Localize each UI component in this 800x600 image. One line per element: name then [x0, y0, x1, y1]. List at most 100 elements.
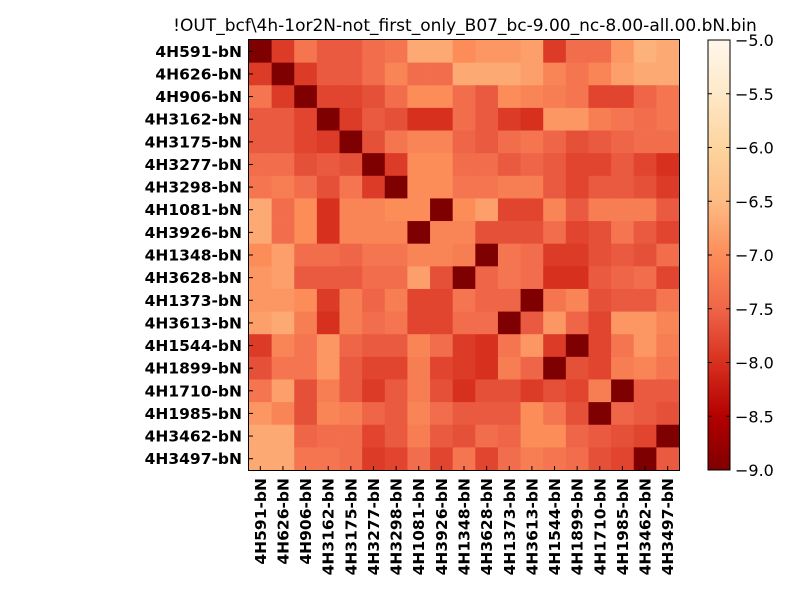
- heatmap-cell: [588, 62, 612, 86]
- heatmap-cell: [520, 62, 544, 86]
- heatmap-cell: [316, 107, 340, 131]
- heatmap-cell: [543, 334, 567, 358]
- x-tick-label: 4H3628-bN: [478, 478, 496, 575]
- heatmap-cell: [520, 243, 544, 267]
- colorbar-tick-label: −7.0: [735, 246, 774, 265]
- heatmap-cell: [339, 379, 363, 403]
- heatmap-cell: [384, 85, 408, 109]
- heatmap-cell: [520, 107, 544, 131]
- heatmap-cell: [316, 424, 340, 448]
- heatmap-cell: [271, 40, 295, 64]
- heatmap-cell: [294, 402, 318, 426]
- heatmap-cell: [249, 266, 273, 290]
- heatmap-cell: [475, 311, 499, 335]
- heatmap-cell: [475, 153, 499, 177]
- heatmap-cell: [407, 153, 431, 177]
- heatmap-cell: [362, 62, 386, 86]
- heatmap-cell: [430, 356, 454, 380]
- heatmap-cell: [362, 379, 386, 403]
- heatmap-cell: [588, 243, 612, 267]
- heatmap-cell: [633, 40, 657, 64]
- heatmap-cell: [475, 379, 499, 403]
- heatmap-cell: [316, 85, 340, 109]
- heatmap-cell: [452, 243, 476, 267]
- heatmap-cell: [362, 424, 386, 448]
- heatmap-cell: [475, 447, 499, 471]
- heatmap-cell: [565, 334, 589, 358]
- heatmap-cell: [565, 356, 589, 380]
- heatmap-cell: [475, 288, 499, 312]
- heatmap-cell: [475, 107, 499, 131]
- heatmap-cell: [543, 107, 567, 131]
- heatmap-cell: [271, 107, 295, 131]
- heatmap-cell: [497, 107, 521, 131]
- heatmap-cell: [543, 153, 567, 177]
- heatmap-cell: [475, 266, 499, 290]
- heatmap-cell: [633, 266, 657, 290]
- heatmap-cell: [430, 40, 454, 64]
- heatmap-cell: [452, 198, 476, 222]
- heatmap-cell: [249, 221, 273, 245]
- heatmap-cell: [452, 175, 476, 199]
- heatmap-cell: [430, 379, 454, 403]
- heatmap-cell: [497, 334, 521, 358]
- heatmap-cell: [384, 311, 408, 335]
- heatmap-cell: [271, 334, 295, 358]
- heatmap-cell: [475, 334, 499, 358]
- heatmap-cell: [497, 447, 521, 471]
- heatmap-cell: [520, 85, 544, 109]
- heatmap-cell: [633, 243, 657, 267]
- heatmap-cell: [407, 85, 431, 109]
- heatmap-cell: [565, 62, 589, 86]
- heatmap-cell: [249, 424, 273, 448]
- heatmap-cell: [294, 40, 318, 64]
- heatmap-cell: [430, 175, 454, 199]
- heatmap-cell: [294, 153, 318, 177]
- heatmap-cell: [249, 379, 273, 403]
- heatmap-cell: [384, 175, 408, 199]
- heatmap-cell: [362, 153, 386, 177]
- heatmap-cell: [339, 130, 363, 154]
- heatmap-cell: [633, 447, 657, 471]
- heatmap-cell: [316, 243, 340, 267]
- heatmap-cell: [362, 311, 386, 335]
- heatmap-cell: [249, 153, 273, 177]
- heatmap-cell: [565, 85, 589, 109]
- heatmap-cell: [543, 85, 567, 109]
- heatmap-cell: [543, 447, 567, 471]
- heatmap-cell: [271, 243, 295, 267]
- heatmap-cell: [497, 130, 521, 154]
- heatmap-cell: [475, 424, 499, 448]
- heatmap-cell: [520, 175, 544, 199]
- heatmap-cell: [384, 334, 408, 358]
- heatmap-cell: [294, 198, 318, 222]
- heatmap-cell: [497, 356, 521, 380]
- heatmap-cell: [407, 62, 431, 86]
- heatmap-cell: [294, 62, 318, 86]
- heatmap-cell: [633, 379, 657, 403]
- chart-title: !OUT_bcf\4h-1or2N-not_first_only_B07_bc-…: [173, 16, 757, 36]
- heatmap-cells: [249, 40, 680, 471]
- heatmap-cell: [611, 153, 635, 177]
- y-tick-label: 4H906-bN: [155, 88, 242, 106]
- colorbar-tick-label: −8.0: [735, 354, 774, 373]
- heatmap-cell: [362, 221, 386, 245]
- heatmap-cell: [430, 130, 454, 154]
- heatmap-cell: [362, 266, 386, 290]
- heatmap-cell: [588, 198, 612, 222]
- heatmap-cell: [339, 334, 363, 358]
- y-tick-label: 4H3175-bN: [145, 133, 242, 151]
- heatmap-cell: [588, 356, 612, 380]
- heatmap-cell: [656, 175, 680, 199]
- y-tick-label: 4H3298-bN: [145, 179, 242, 197]
- heatmap-cell: [316, 379, 340, 403]
- heatmap-cell: [452, 311, 476, 335]
- x-tick-label: 4H906-bN: [297, 478, 315, 565]
- heatmap-cell: [249, 40, 273, 64]
- heatmap-cell: [588, 107, 612, 131]
- heatmap-cell: [475, 402, 499, 426]
- heatmap-cell: [543, 198, 567, 222]
- heatmap-cell: [271, 175, 295, 199]
- heatmap-cell: [249, 85, 273, 109]
